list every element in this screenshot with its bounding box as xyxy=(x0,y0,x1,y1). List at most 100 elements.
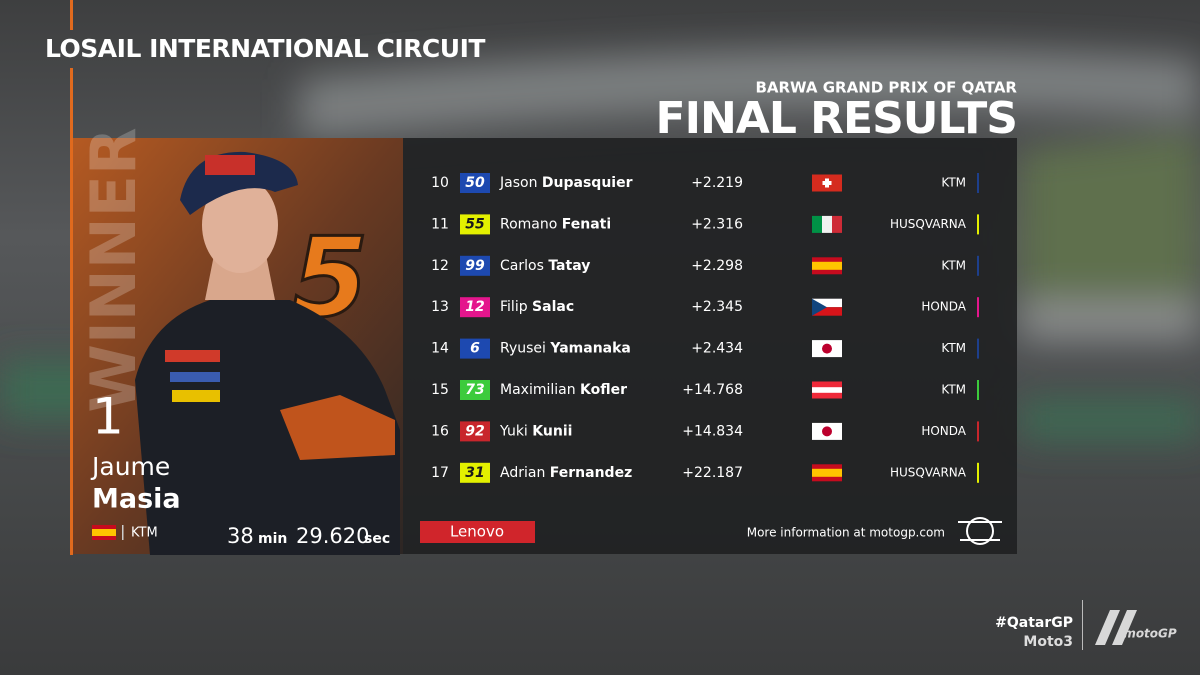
flag-part xyxy=(812,298,827,316)
flag-part xyxy=(812,307,842,316)
rider-number: 12 xyxy=(465,299,484,315)
number-badge xyxy=(460,421,490,442)
rider-name: Yuki Kunii xyxy=(499,423,572,439)
flag-part xyxy=(822,426,832,437)
race-number: 5 xyxy=(292,213,369,341)
first-name: Yuki xyxy=(499,423,528,439)
team-bar xyxy=(977,255,979,276)
last-name: Tatay xyxy=(548,258,590,274)
winner-first-name: Jaume xyxy=(90,452,170,481)
number-badge xyxy=(460,462,490,483)
rider-name: Filip Salac xyxy=(500,299,574,315)
motogp-logo: motoGP xyxy=(1123,627,1177,641)
flag xyxy=(812,174,842,192)
result-row: 15 73 Maximilian Kofler +14.768 KTM xyxy=(431,380,979,400)
team-bar xyxy=(977,214,979,235)
position: 11 xyxy=(431,216,449,232)
last-name: Dupasquier xyxy=(542,175,633,191)
last-name: Salac xyxy=(532,299,574,315)
team: KTM xyxy=(941,383,966,397)
sponsor-box xyxy=(420,521,535,543)
team-bar xyxy=(977,297,979,318)
background-blur xyxy=(0,48,1200,440)
last-name: Kunii xyxy=(532,423,572,439)
result-row: 10 50 Jason Dupasquier +2.219 KTM xyxy=(431,173,979,193)
rider-name: Romano Fenati xyxy=(500,216,611,232)
flag-part xyxy=(812,468,842,477)
number-badge xyxy=(460,380,490,400)
rider-name: Ryusei Yamanaka xyxy=(500,341,631,357)
flag xyxy=(812,257,842,275)
flag-part xyxy=(812,261,842,270)
number-badge xyxy=(460,297,490,318)
position: 10 xyxy=(431,175,449,191)
flag-part xyxy=(812,298,842,308)
rider-photo xyxy=(135,151,400,555)
result-row: 17 31 Adrian Fernandez +22.187 HUSQVARNA xyxy=(431,462,979,483)
first-name: Maximilian xyxy=(500,382,576,398)
result-row: 16 92 Yuki Kunii +14.834 HONDA xyxy=(431,421,979,442)
position: 14 xyxy=(431,341,449,357)
number-badge xyxy=(460,173,490,193)
winner-time-unit: min xyxy=(258,531,287,547)
gap: +2.345 xyxy=(691,299,743,315)
flag xyxy=(812,340,842,358)
rider-name: Carlos Tatay xyxy=(500,258,590,274)
event-name: BARWA GRAND PRIX OF QATAR xyxy=(755,79,1017,97)
flag-part xyxy=(822,343,832,354)
team: KTM xyxy=(941,258,966,272)
winner-team: KTM xyxy=(131,526,158,541)
rider-number: 55 xyxy=(465,216,485,232)
class-name: Moto3 xyxy=(1023,634,1073,650)
winner-position: 1 xyxy=(92,388,124,446)
flag xyxy=(812,381,842,399)
team-bar xyxy=(977,421,979,442)
first-name: Filip xyxy=(500,299,528,315)
flag-part xyxy=(822,215,832,233)
accent-line xyxy=(70,68,73,555)
number-badge xyxy=(460,338,490,359)
flag xyxy=(812,215,842,233)
rider-number: 92 xyxy=(465,423,484,439)
info-text: More information at motogp.com xyxy=(747,526,945,540)
accent-line xyxy=(70,0,73,30)
result-row: 11 55 Romano Fenati +2.316 HUSQVARNA xyxy=(431,214,979,235)
last-name: Fernandez xyxy=(550,465,632,481)
position: 12 xyxy=(431,258,449,274)
first-name: Adrian xyxy=(500,465,545,481)
number-badge xyxy=(460,255,490,276)
result-row: 13 12 Filip Salac +2.345 HONDA xyxy=(431,297,979,318)
team: HUSQVARNA xyxy=(890,217,967,231)
last-name: Kofler xyxy=(580,382,627,398)
flag xyxy=(812,464,842,482)
results-list: 10 50 Jason Dupasquier +2.219 KTM 11 55 Romano … xyxy=(431,173,979,483)
motogp-mark xyxy=(1095,610,1137,645)
gap: +2.298 xyxy=(691,258,743,274)
rider-name: Maximilian Kofler xyxy=(500,382,627,398)
team: HUSQVARNA xyxy=(890,465,967,479)
circuit-name: LOSAIL INTERNATIONAL CIRCUIT xyxy=(45,34,485,63)
gap: +2.219 xyxy=(691,175,743,191)
gap: +2.434 xyxy=(691,341,743,357)
number-badge xyxy=(460,214,490,235)
winner-flag xyxy=(92,525,116,540)
rider-number: 50 xyxy=(465,175,485,191)
position: 17 xyxy=(431,465,449,481)
winner-time-minutes: 38 xyxy=(227,524,254,548)
results-panel xyxy=(403,138,1017,554)
team-bar xyxy=(977,173,979,193)
position: 13 xyxy=(431,299,449,315)
team: KTM xyxy=(941,176,966,190)
gap: +22.187 xyxy=(682,465,743,481)
first-name: Ryusei xyxy=(500,341,546,357)
separator xyxy=(1082,600,1083,650)
gap: +14.834 xyxy=(682,423,743,439)
gap: +14.768 xyxy=(682,382,743,398)
position: 15 xyxy=(431,382,449,398)
flag-part xyxy=(822,181,832,185)
winner-time-seconds: 29.620 xyxy=(296,524,369,548)
rider-number: 6 xyxy=(470,341,480,357)
team-bar xyxy=(977,338,979,359)
first-name: Romano xyxy=(500,216,557,232)
